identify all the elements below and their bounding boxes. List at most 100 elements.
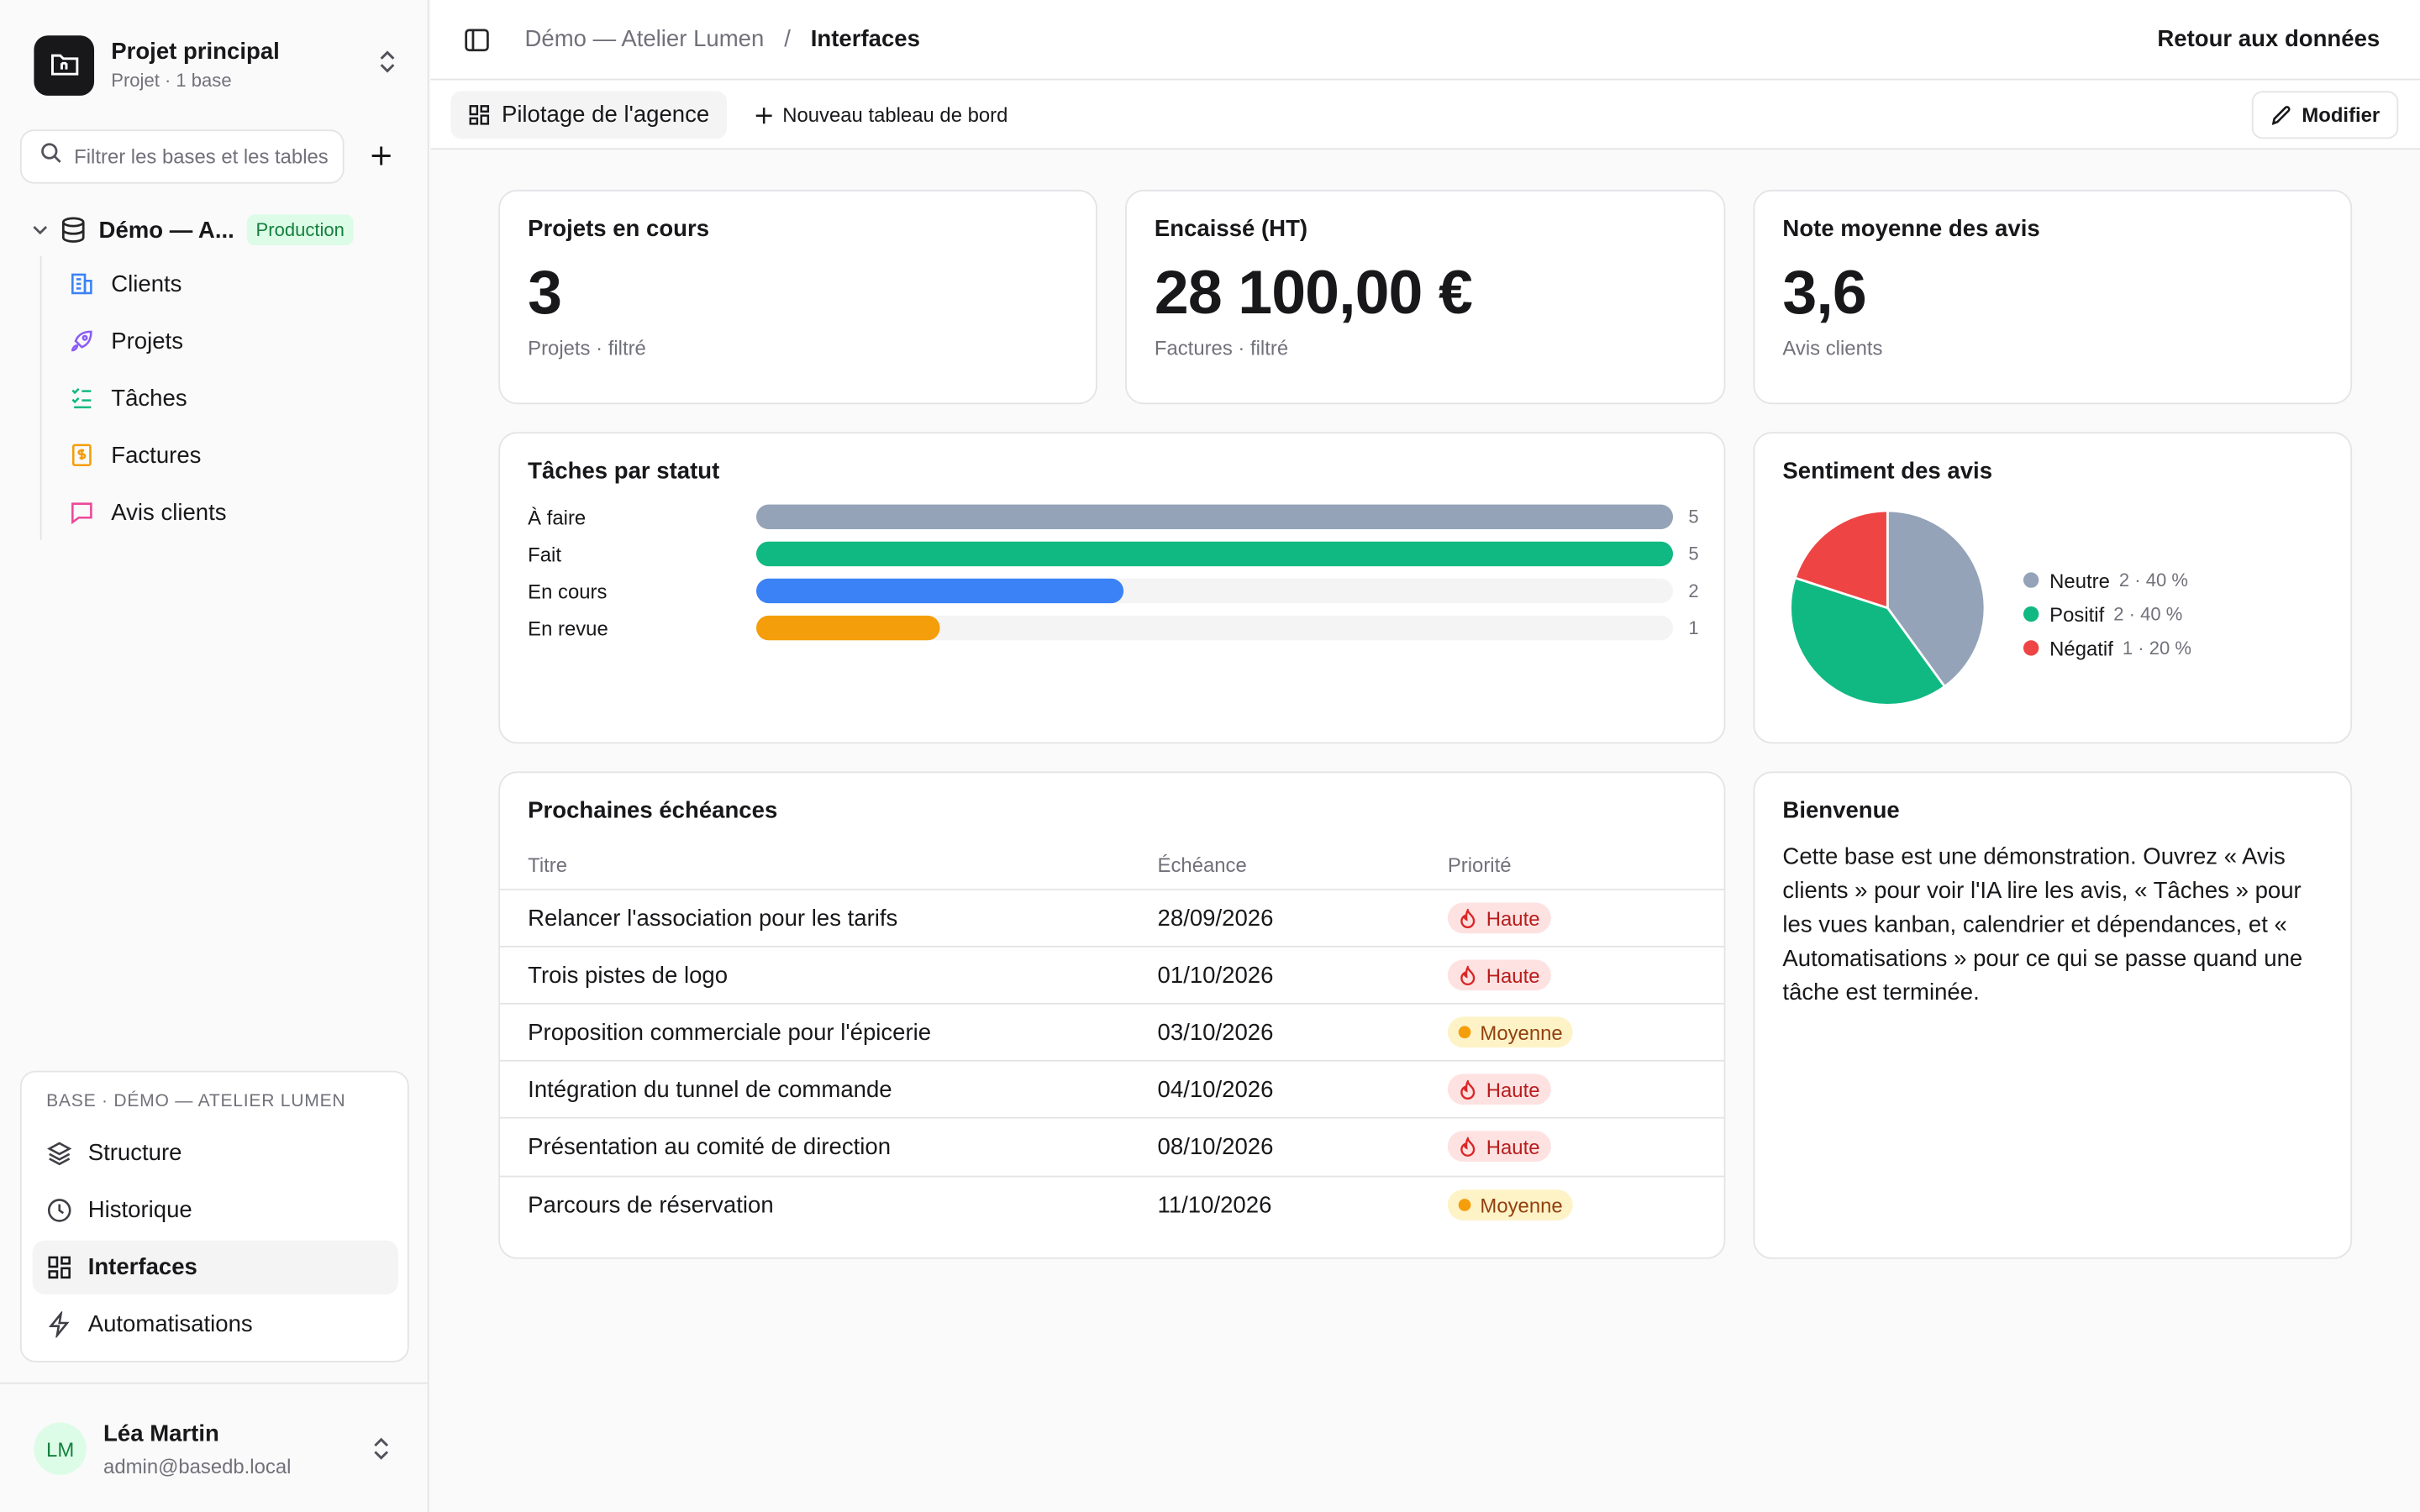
- breadcrumb-base[interactable]: Démo — Atelier Lumen: [524, 26, 765, 53]
- new-dashboard-label: Nouveau tableau de bord: [782, 103, 1008, 127]
- bar-value-label: 2: [1688, 580, 1699, 602]
- row-title: Proposition commerciale pour l'épicerie: [528, 1020, 932, 1047]
- flame-icon: [1460, 907, 1476, 928]
- table-row[interactable]: Présentation au comité de direction 08/10…: [500, 1116, 1724, 1176]
- kpi-card-note: Note moyenne des avis 3,6 Avis clients: [1753, 189, 2353, 405]
- new-dashboard-button[interactable]: Nouveau tableau de bord: [755, 91, 1007, 139]
- grid-icon: [48, 1256, 71, 1279]
- table-row[interactable]: Parcours de réservation 11/10/2026 Moyenne: [500, 1175, 1724, 1235]
- priority-dot-icon: [1458, 1199, 1471, 1211]
- sidebar-item-avis[interactable]: Avis clients: [70, 489, 227, 535]
- table-row[interactable]: Intégration du tunnel de commande 04/10/2…: [500, 1059, 1724, 1117]
- nav-automatisations[interactable]: Automatisations: [33, 1298, 398, 1352]
- row-title: Relancer l'association pour les tarifs: [528, 906, 898, 932]
- table-label: Avis clients: [111, 499, 227, 526]
- flame-icon: [1460, 1136, 1476, 1156]
- nav-structure[interactable]: Structure: [33, 1126, 398, 1180]
- legend-item: Négatif 1 · 20 %: [2023, 631, 2191, 664]
- sidebar-item-taches[interactable]: Tâches: [70, 375, 187, 421]
- pencil-icon: [2272, 105, 2291, 125]
- priority-badge: Haute: [1447, 1074, 1551, 1105]
- dashboard-tabbar: Pilotage de l'agence Nouveau tableau de …: [430, 80, 2420, 150]
- table-row[interactable]: Trois pistes de logo 01/10/2026 Haute: [500, 945, 1724, 1003]
- deadlines-card: Prochaines échéances Titre Échéance Prio…: [498, 771, 1726, 1259]
- row-title: Intégration du tunnel de commande: [528, 1077, 892, 1104]
- tasks-status-card: Tâches par statut À faire 5 Fait 5 En cours 2…: [498, 432, 1726, 744]
- building-icon: [71, 273, 92, 295]
- breadcrumb: Démo — Atelier Lumen / Interfaces: [524, 26, 919, 52]
- chevrons-updown-icon: [376, 49, 398, 81]
- kpi-card-encaisse: Encaissé (HT) 28 100,00 € Factures · fil…: [1124, 189, 1726, 405]
- legend-item: Neutre 2 · 40 %: [2023, 563, 2191, 596]
- user-name: Léa Martin: [103, 1420, 219, 1447]
- bar: [756, 541, 1674, 567]
- row-date: 01/10/2026: [1157, 963, 1274, 990]
- filter-field[interactable]: [19, 129, 345, 184]
- column-header-echeance: Échéance: [1157, 853, 1247, 877]
- priority-badge: Haute: [1447, 959, 1551, 991]
- kpi-subtitle: Avis clients: [1782, 336, 1883, 360]
- row-date: 03/10/2026: [1157, 1020, 1274, 1047]
- table-row[interactable]: Relancer l'association pour les tarifs 28…: [500, 888, 1724, 946]
- priority-label: Haute: [1486, 1134, 1540, 1158]
- bar: [756, 578, 1123, 604]
- nav-interfaces[interactable]: Interfaces: [32, 1240, 398, 1295]
- back-to-data-link[interactable]: Retour aux données: [2157, 26, 2381, 53]
- user-menu[interactable]: LM Léa Martin admin@basedb.local: [0, 1382, 428, 1512]
- edit-button[interactable]: Modifier: [2252, 91, 2399, 139]
- legend-label: Neutre: [2049, 568, 2110, 592]
- bar-label: À faire: [528, 505, 587, 529]
- checklist-icon: [71, 387, 92, 409]
- priority-label: Moyenne: [1480, 1193, 1563, 1217]
- bar: [756, 615, 940, 641]
- nav-label: Interfaces: [87, 1254, 197, 1281]
- kpi-title: Note moyenne des avis: [1782, 216, 2040, 243]
- user-email: admin@basedb.local: [103, 1455, 292, 1478]
- bar: [756, 504, 1674, 530]
- priority-badge: Haute: [1447, 902, 1551, 934]
- column-header-titre: Titre: [528, 853, 568, 877]
- table-list: Clients Projets Tâches Factures Avis cli…: [39, 255, 227, 540]
- filter-input[interactable]: [74, 144, 337, 169]
- row-title: Parcours de réservation: [528, 1192, 774, 1220]
- add-base-button[interactable]: [364, 139, 397, 172]
- bar-value-label: 5: [1688, 543, 1699, 565]
- table-label: Clients: [111, 270, 182, 297]
- nav-label: Automatisations: [87, 1311, 253, 1338]
- table-label: Projets: [111, 328, 183, 354]
- pie-slice: [1790, 576, 1947, 706]
- legend-item: Positif 2 · 40 %: [2023, 597, 2191, 631]
- invoice-icon: [71, 444, 92, 467]
- priority-label: Haute: [1486, 906, 1540, 930]
- pie-legend: Neutre 2 · 40 % Positif 2 · 40 % Négatif 1 · …: [2023, 563, 2191, 664]
- column-header-priorite: Priorité: [1447, 853, 1512, 877]
- nav-historique[interactable]: Historique: [33, 1184, 398, 1237]
- legend-swatch: [2023, 572, 2039, 588]
- sidebar-item-projets[interactable]: Projets: [70, 318, 183, 364]
- project-name: Projet principal: [111, 38, 280, 66]
- database-icon: [61, 217, 85, 243]
- kpi-card-projets: Projets en cours 3 Projets · filtré: [498, 189, 1097, 405]
- table-label: Tâches: [111, 385, 187, 412]
- sidebar-toggle-icon[interactable]: [463, 26, 491, 61]
- panel-heading: Base · Démo — Atelier Lumen: [46, 1092, 346, 1111]
- base-row[interactable]: Démo — A... Production: [31, 210, 354, 250]
- priority-badge: Moyenne: [1447, 1189, 1574, 1221]
- row-date: 11/10/2026: [1157, 1192, 1272, 1220]
- grid-icon: [469, 105, 490, 125]
- bar-row: Fait 5: [528, 540, 1701, 568]
- base-panel: Base · Démo — Atelier Lumen Structure Hi…: [19, 1070, 409, 1362]
- legend-swatch: [2023, 640, 2039, 656]
- topbar: Démo — Atelier Lumen / Interfaces Retour…: [430, 0, 2420, 81]
- priority-label: Haute: [1486, 1077, 1540, 1101]
- avatar: LM: [34, 1422, 87, 1475]
- table-row[interactable]: Proposition commerciale pour l'épicerie 0…: [500, 1002, 1724, 1060]
- sidebar-item-clients[interactable]: Clients: [70, 260, 182, 307]
- tab-pilotage[interactable]: Pilotage de l'agence: [450, 91, 727, 139]
- pie-slice: [1886, 510, 1986, 689]
- priority-badge: Moyenne: [1447, 1016, 1574, 1048]
- project-switcher[interactable]: Projet principal Projet · 1 base: [34, 34, 397, 95]
- legend-label: Négatif: [2049, 636, 2113, 660]
- bar-track: [756, 541, 1674, 567]
- sidebar-item-factures[interactable]: Factures: [70, 432, 201, 478]
